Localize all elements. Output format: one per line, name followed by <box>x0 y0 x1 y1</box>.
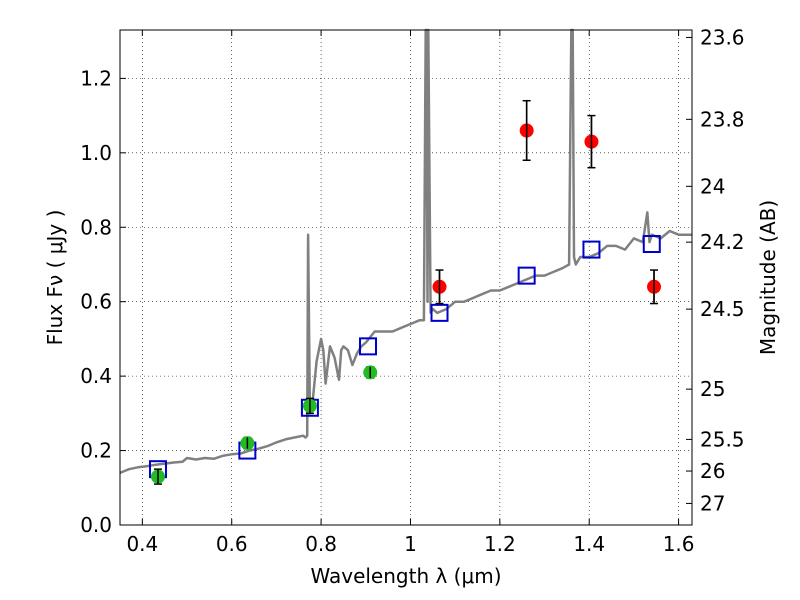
y-tick-label: 1.0 <box>80 141 112 165</box>
tick-layer: 0.4 0.6 0.8 1 1.2 1.4 1.6 0.0 0.2 0.4 0.6 0.8 1.0 1.2… <box>80 25 744 556</box>
y2-tick-label: 23.8 <box>700 107 745 131</box>
x-tick-label: 0.8 <box>305 532 337 556</box>
x-tick-label: 1 <box>404 532 417 556</box>
spectrum-layer <box>119 28 692 475</box>
x-tick-label: 0.4 <box>126 532 158 556</box>
model-point <box>359 337 378 356</box>
y2-tick-label: 26 <box>700 459 725 483</box>
x-axis-label: Wavelength λ (μm) <box>310 564 501 588</box>
spectrum-line <box>119 28 692 475</box>
y-axis-label: Flux Fν ( μJy ) <box>43 210 67 346</box>
y-tick-label: 0.6 <box>80 290 112 314</box>
y2-tick-label: 25.5 <box>700 427 745 451</box>
x-tick-label: 1.6 <box>663 532 695 556</box>
model-point <box>642 235 661 254</box>
y2-axis-label: Magnitude (AB) <box>756 200 780 355</box>
y2-tick-label: 25 <box>700 377 725 401</box>
y2-tick-label: 24.5 <box>700 297 745 321</box>
y-tick-label: 0.0 <box>80 513 112 537</box>
x-tick-label: 1.2 <box>484 532 516 556</box>
y-tick-label: 0.8 <box>80 215 112 239</box>
y2-tick-label: 23.6 <box>700 25 745 49</box>
y2-tick-label: 24 <box>700 174 725 198</box>
plot-frame <box>119 29 693 526</box>
model-point <box>517 266 536 285</box>
grid <box>120 30 692 526</box>
y2-tick-label: 24.2 <box>700 230 745 254</box>
marker-layer <box>148 99 662 485</box>
y-tick-label: 0.2 <box>80 439 112 463</box>
y-tick-label: 1.2 <box>80 66 112 90</box>
model-point <box>430 303 449 322</box>
y2-tick-label: 27 <box>700 491 725 515</box>
x-tick-label: 1.4 <box>573 532 605 556</box>
y-tick-label: 0.4 <box>80 364 112 388</box>
model-point <box>582 240 601 259</box>
x-tick-label: 0.6 <box>216 532 248 556</box>
